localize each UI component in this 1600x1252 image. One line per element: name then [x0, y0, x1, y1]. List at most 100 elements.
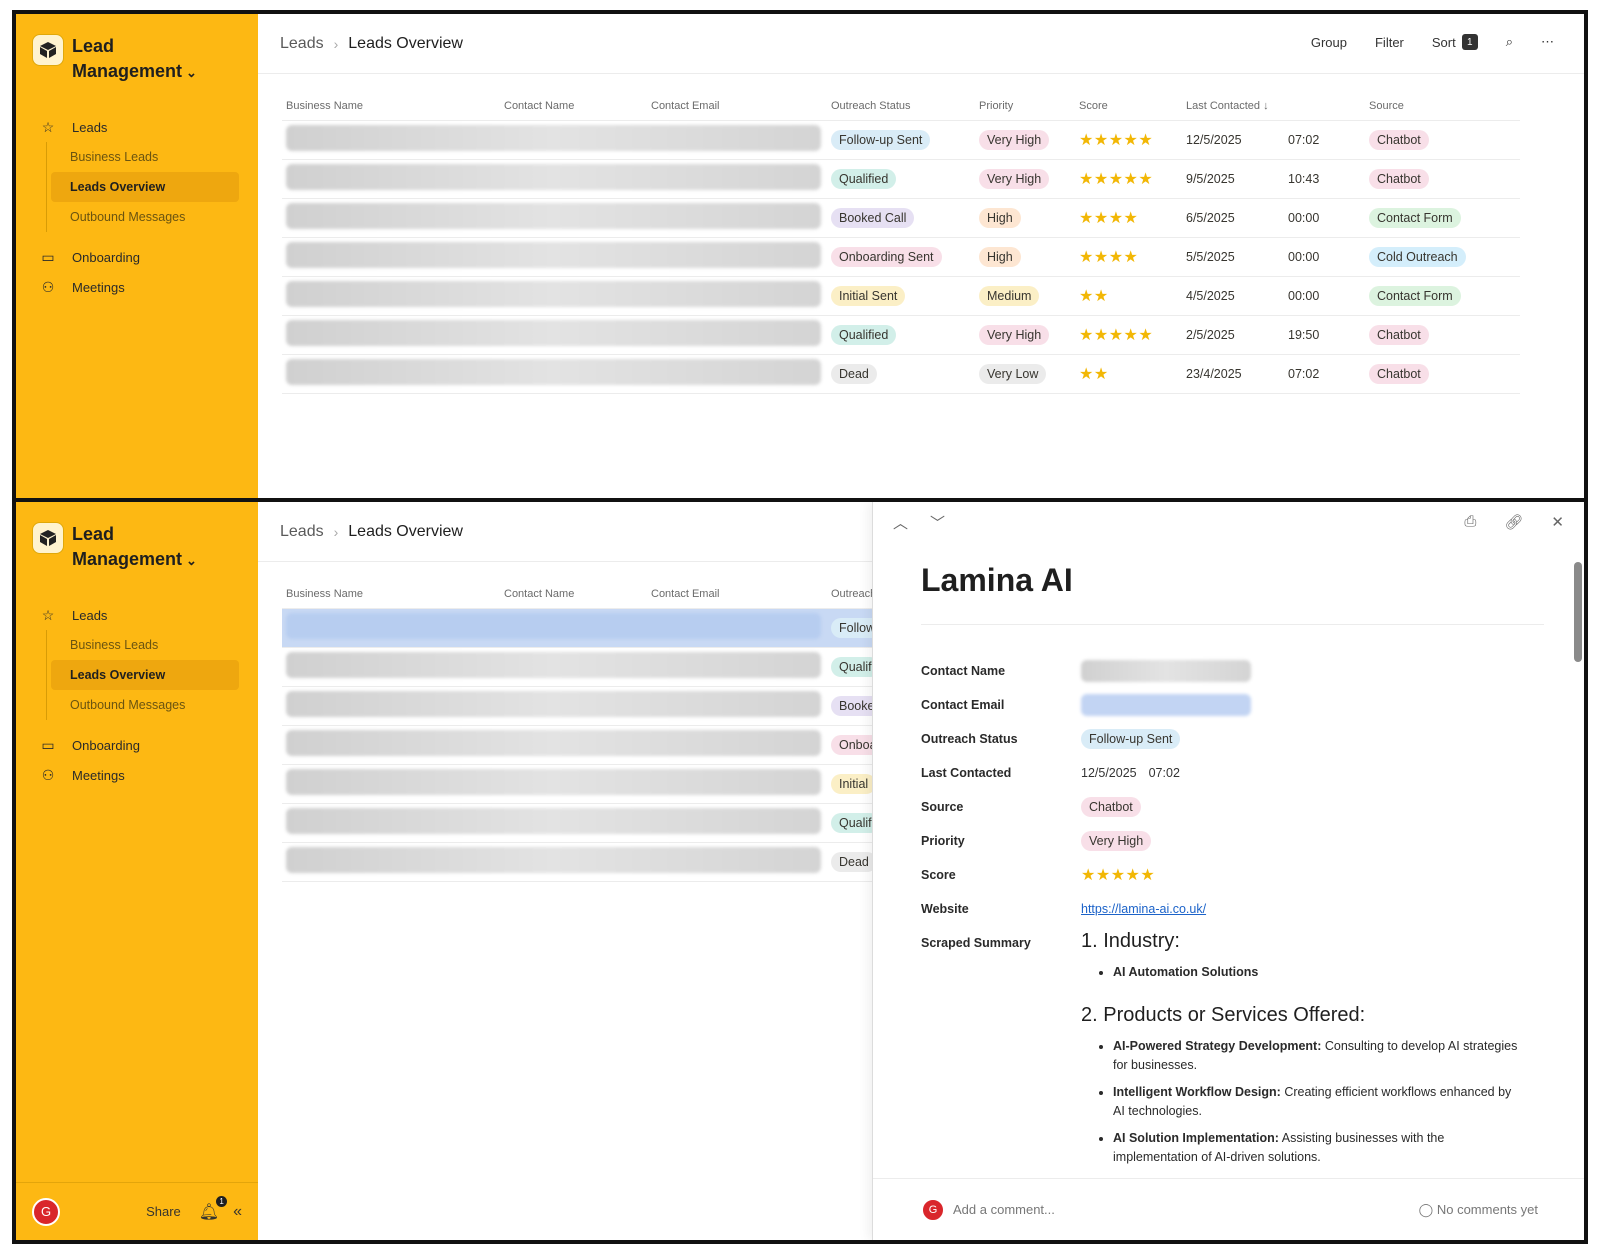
workspace-switcher[interactable]: Lead Management ⌄ — [32, 522, 212, 573]
last-contacted-time: 07:02 — [1148, 766, 1180, 780]
table-row-selected[interactable]: Follow — [282, 608, 887, 648]
redacted-cell — [282, 159, 827, 199]
nav-meetings[interactable]: ⚇ Meetings — [16, 272, 258, 302]
breadcrumb-separator-icon: › — [333, 523, 339, 540]
product-desc: Creating efficient workflows enhanced by… — [1113, 1085, 1512, 1118]
status-badge: Dead — [831, 851, 877, 872]
table-row[interactable]: Dead — [282, 842, 887, 882]
nav-outbound-messages[interactable]: Outbound Messages — [70, 210, 186, 224]
status-badge: Qualified — [831, 324, 897, 345]
prop-outreach-status[interactable]: Outreach Status Follow-up Sent — [921, 722, 1521, 756]
nav-onboarding[interactable]: ▭ Onboarding — [16, 730, 258, 760]
group-button[interactable]: Group — [1310, 34, 1347, 50]
source-badge: Contact Form — [1369, 207, 1461, 228]
table-row[interactable]: Booke — [282, 686, 887, 726]
nav-outbound-messages[interactable]: Outbound Messages — [70, 698, 186, 712]
print-icon[interactable]: ⎙ — [1464, 513, 1477, 530]
filter-button[interactable]: Filter — [1374, 34, 1404, 50]
table-row[interactable]: Follow-up Sent Very High ★★★★★ 12/5/2025… — [282, 120, 1520, 160]
prop-last-contacted[interactable]: Last Contacted 12/5/2025 07:02 — [921, 756, 1521, 790]
redacted-cell — [282, 647, 827, 687]
table-row[interactable]: Qualif — [282, 803, 887, 843]
source-badge: Cold Outreach — [1369, 246, 1466, 267]
breadcrumb-current[interactable]: Leads Overview — [348, 522, 463, 540]
table-row[interactable]: Initial — [282, 764, 887, 804]
nav-business-leads[interactable]: Business Leads — [70, 150, 159, 164]
nav-meetings[interactable]: ⚇ Meetings — [16, 760, 258, 790]
avatar[interactable]: G — [32, 1197, 60, 1226]
nav-meetings-label: Meetings — [72, 279, 125, 295]
redacted-value — [1081, 694, 1251, 716]
chevron-up-icon[interactable]: ︿ — [893, 514, 909, 532]
prop-summary[interactable]: Scraped Summary — [921, 926, 1521, 960]
website-link[interactable]: https://lamina-ai.co.uk/ — [1081, 902, 1207, 916]
col-contact-name[interactable]: Contact Name — [500, 92, 647, 121]
prop-source[interactable]: Source Chatbot — [921, 790, 1521, 824]
main-content: Leads › Leads Overview Business Name Con… — [258, 502, 1584, 1240]
col-priority[interactable]: Priority — [975, 92, 1075, 121]
collapse-sidebar-icon[interactable]: « — [233, 1202, 242, 1220]
table-row[interactable]: Initial Sent Medium ★★ 4/5/2025 00:00 Con… — [282, 276, 1520, 316]
col-business-name[interactable]: Business Name — [282, 580, 500, 609]
table-row[interactable]: Qualified Very High ★★★★★ 9/5/2025 10:43 … — [282, 159, 1520, 199]
nav-onboarding[interactable]: ▭ Onboarding — [16, 242, 258, 272]
table-row[interactable]: Dead Very Low ★★ 23/4/2025 07:02 Chatbot — [282, 354, 1520, 394]
record-title[interactable]: Lamina AI — [921, 562, 1073, 598]
prop-priority[interactable]: Priority Very High — [921, 824, 1521, 858]
col-contact-email[interactable]: Contact Email — [647, 92, 827, 121]
priority-badge: High — [979, 207, 1021, 228]
breadcrumb-parent[interactable]: Leads — [280, 34, 324, 52]
product-name: Intelligent Workflow Design: — [1113, 1085, 1281, 1099]
priority-badge: Very High — [979, 168, 1050, 189]
table-row[interactable]: Booked Call High ★★★★ 6/5/2025 00:00 Cont… — [282, 198, 1520, 238]
scrollbar[interactable] — [1574, 546, 1582, 1166]
share-button[interactable]: Share — [146, 1204, 181, 1219]
table-row[interactable]: Qualified Very High ★★★★★ 2/5/2025 19:50 … — [282, 315, 1520, 355]
link-icon[interactable]: 🔗︎ — [1504, 514, 1524, 531]
prop-website[interactable]: Website https://lamina-ai.co.uk/ — [921, 892, 1521, 926]
search-icon[interactable]: ⌕ — [1505, 34, 1513, 49]
people-icon: ⚇ — [41, 278, 55, 295]
col-score[interactable]: Score — [1075, 92, 1182, 121]
bell-icon[interactable]: 🔔︎ 1 — [199, 1195, 228, 1222]
scrollbar-thumb[interactable] — [1574, 562, 1582, 662]
source-badge: Chatbot — [1369, 363, 1429, 384]
source-badge: Chatbot — [1369, 129, 1429, 150]
comment-input[interactable]: Add a comment... — [953, 1202, 1055, 1217]
score-stars: ★★★★★ — [1079, 131, 1154, 149]
prop-label: Priority — [921, 834, 965, 848]
table-row[interactable]: Qualif — [282, 647, 887, 687]
prop-contact-email[interactable]: Contact Email — [921, 688, 1521, 722]
col-last-contacted-label: Last Contacted — [1186, 99, 1260, 112]
col-last-contacted[interactable]: Last Contacted ↓ — [1182, 92, 1365, 121]
breadcrumb-current[interactable]: Leads Overview — [348, 34, 463, 52]
prop-contact-name[interactable]: Contact Name — [921, 654, 1521, 688]
workspace-title: Lead Management — [72, 524, 183, 569]
time-cell: 00:00 — [1288, 288, 1320, 303]
prop-score[interactable]: Score ★★★★★ — [921, 858, 1521, 892]
date-cell: 2/5/2025 — [1186, 327, 1235, 342]
table-row[interactable]: Onboarding Sent High ★★★★ 5/5/2025 00:00 … — [282, 237, 1520, 277]
col-contact-email[interactable]: Contact Email — [647, 580, 827, 609]
col-contact-name[interactable]: Contact Name — [500, 580, 647, 609]
close-icon[interactable]: ✕ — [1551, 514, 1564, 531]
col-business-name[interactable]: Business Name — [282, 92, 500, 121]
prop-label: Outreach Status — [921, 732, 1018, 746]
nav-leads[interactable]: ☆ Leads — [16, 112, 258, 142]
workspace-switcher[interactable]: Lead Management ⌄ — [32, 34, 212, 85]
col-source[interactable]: Source — [1365, 92, 1520, 121]
more-icon[interactable]: ⋯ — [1541, 34, 1554, 49]
table-row[interactable]: Onboa — [282, 725, 887, 765]
sort-button[interactable]: Sort — [1431, 34, 1456, 50]
status-badge: Onboa — [831, 734, 885, 755]
status-badge: Follow — [831, 617, 884, 638]
nav-business-leads[interactable]: Business Leads — [70, 638, 159, 652]
nav-leads[interactable]: ☆ Leads — [16, 600, 258, 630]
priority-badge: Very High — [1081, 831, 1152, 851]
breadcrumb-parent[interactable]: Leads — [280, 522, 324, 540]
chevron-down-icon[interactable]: ﹀ — [930, 514, 946, 532]
industry-heading: 1. Industry: — [1081, 930, 1180, 952]
col-outreach-status[interactable]: Outreach Status — [827, 92, 975, 121]
nav-leads-overview[interactable]: Leads Overview — [51, 660, 239, 690]
nav-leads-overview[interactable]: Leads Overview — [51, 172, 239, 202]
